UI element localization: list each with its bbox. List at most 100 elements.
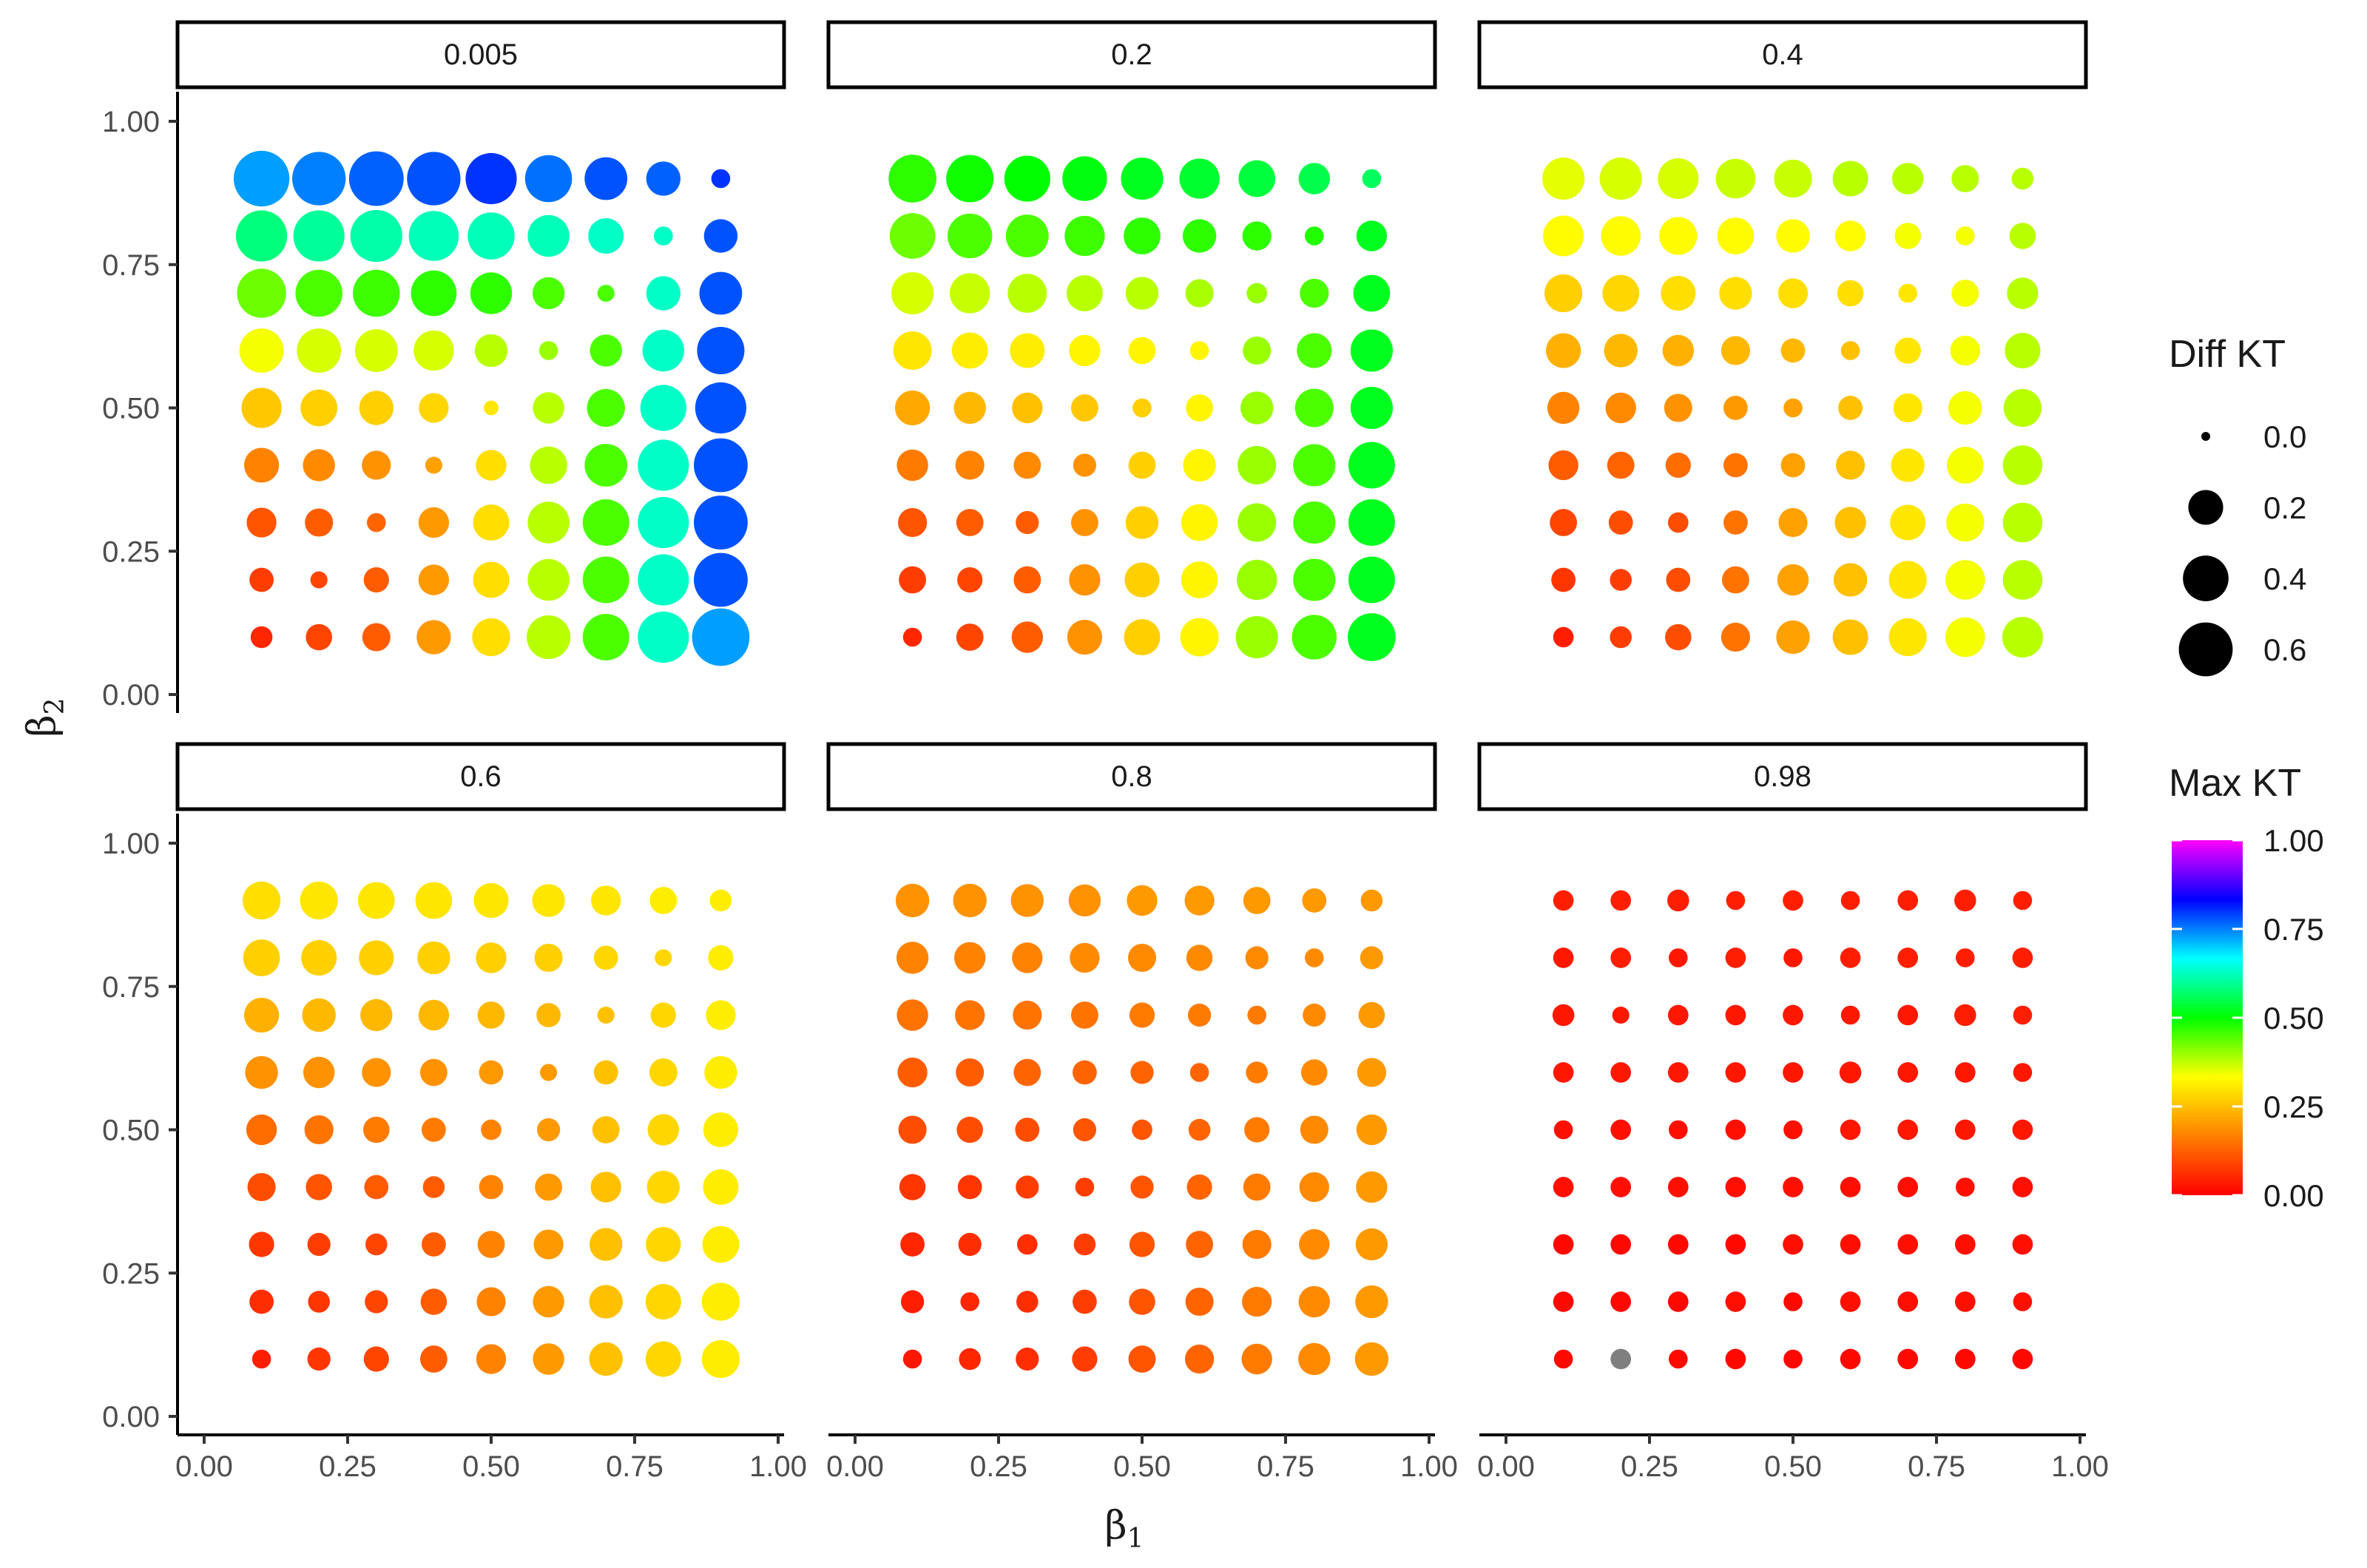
y-tick-label: 0.25 (102, 535, 160, 568)
data-point (476, 450, 507, 481)
data-point (533, 1285, 564, 1318)
data-point (1956, 948, 1975, 967)
data-point (1235, 615, 1278, 659)
data-point (1897, 1004, 1919, 1026)
data-point (2012, 947, 2033, 968)
data-point (1897, 947, 1919, 968)
data-point (646, 1170, 680, 1204)
data-point (1121, 157, 1164, 200)
data-point (1667, 889, 1689, 912)
data-point (1243, 336, 1272, 365)
data-point (646, 1226, 681, 1263)
data-point (1553, 1349, 1573, 1369)
data-point (533, 1343, 564, 1375)
data-point (1777, 278, 1809, 308)
data-point (1011, 621, 1044, 653)
y-tick-label: 0.00 (102, 679, 160, 712)
data-point (419, 393, 449, 423)
data-point (695, 382, 746, 434)
data-point (655, 949, 672, 967)
data-point (241, 388, 282, 428)
facet-strip (175, 742, 786, 811)
data-point (300, 881, 338, 920)
data-point (1840, 341, 1860, 360)
data-point (1665, 452, 1691, 479)
data-point (1066, 275, 1103, 311)
data-point (709, 889, 732, 912)
data-point (1667, 1177, 1689, 1197)
data-point (1305, 948, 1324, 967)
data-point (301, 940, 337, 976)
data-point (1129, 1231, 1155, 1257)
data-point (1298, 1342, 1331, 1376)
facet-strip-label: 0.6 (460, 760, 502, 793)
data-point (1667, 1234, 1689, 1255)
data-point (1348, 499, 1395, 546)
data-point (348, 151, 404, 206)
data-point (1242, 221, 1272, 251)
data-point (1956, 1177, 1975, 1197)
data-point (536, 1118, 561, 1142)
y-tick-label: 0.75 (102, 971, 160, 1004)
data-point (1010, 884, 1044, 917)
data-point (693, 496, 748, 550)
data-point (1840, 1234, 1861, 1255)
data-point (1189, 1063, 1209, 1082)
y-axis-title: β2 (20, 698, 70, 737)
data-point (359, 940, 394, 976)
data-point (1303, 1003, 1326, 1027)
data-point (476, 1287, 506, 1317)
data-point (896, 942, 929, 974)
data-point (1669, 1349, 1688, 1369)
data-point (1553, 1062, 1574, 1083)
data-point (645, 1341, 681, 1377)
data-point (362, 623, 391, 652)
facet-strip (1477, 742, 2088, 811)
data-point (1129, 1002, 1155, 1028)
data-point (1776, 219, 1810, 253)
data-point (1016, 1291, 1039, 1313)
data-point (1356, 1114, 1388, 1146)
data-point (1242, 1286, 1272, 1317)
data-point (1954, 1119, 1976, 1140)
data-point (1181, 561, 1218, 598)
data-point (540, 1064, 558, 1081)
data-point (2012, 1234, 2033, 1255)
data-point (711, 169, 731, 189)
data-point (1840, 1177, 1861, 1197)
data-point (1353, 274, 1391, 312)
data-point (1774, 159, 1812, 198)
data-point (1542, 157, 1585, 200)
size-legend-title: Diff KT (2169, 333, 2286, 376)
data-point (1243, 1173, 1271, 1201)
data-point (1550, 509, 1578, 536)
data-point (895, 883, 930, 918)
data-point (1188, 1118, 1211, 1141)
data-point (304, 1115, 334, 1145)
data-point (524, 155, 573, 203)
data-point (244, 447, 280, 483)
data-point (1840, 1348, 1861, 1370)
x-tick-label: 0.25 (319, 1450, 377, 1483)
data-point (1245, 946, 1269, 970)
size-legend-key (2178, 622, 2233, 677)
data-point (1894, 223, 1921, 249)
data-point (1124, 217, 1161, 254)
data-point (946, 155, 994, 203)
data-point (532, 277, 565, 310)
data-point (1356, 220, 1388, 251)
data-point (1362, 169, 1382, 189)
data-point (902, 627, 922, 647)
data-point (1357, 1058, 1386, 1087)
size-legend-key (2183, 555, 2229, 601)
data-point (1300, 1115, 1328, 1144)
data-point (1547, 391, 1580, 425)
data-point (1723, 396, 1748, 420)
data-point (1945, 560, 1985, 600)
data-point (1954, 1004, 1976, 1027)
data-point (1360, 889, 1383, 912)
data-point (1610, 1348, 1632, 1370)
data-point (1954, 1062, 1976, 1083)
data-point (353, 269, 400, 317)
data-point (893, 331, 932, 371)
